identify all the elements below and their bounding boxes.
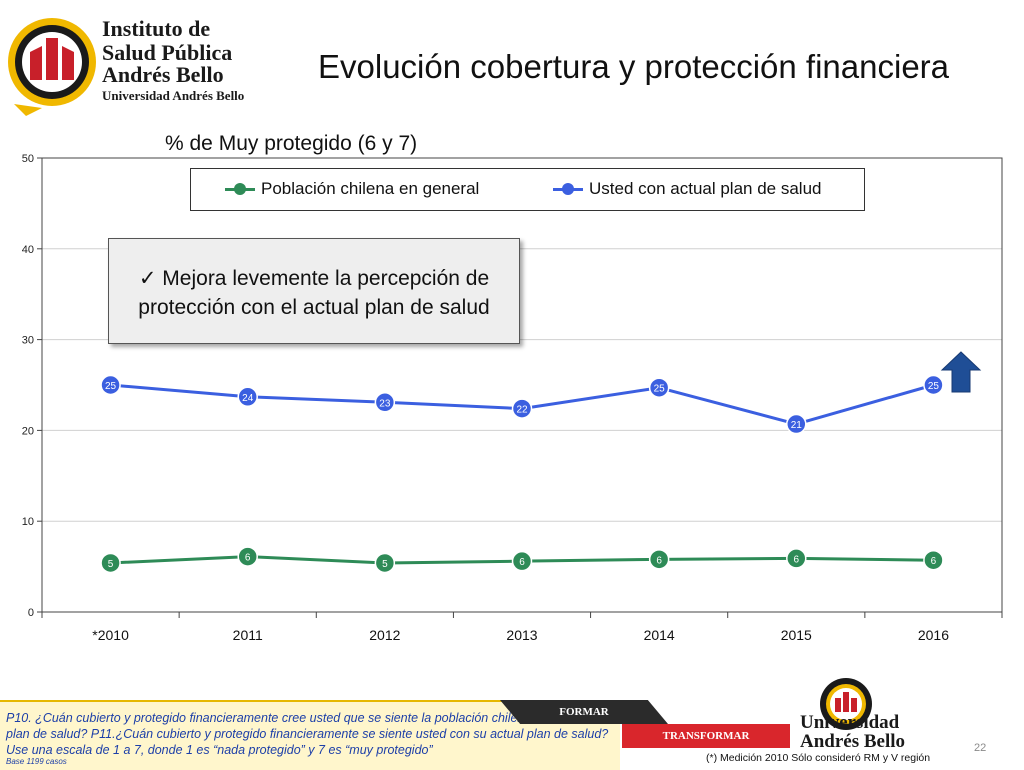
data-point [648,549,670,570]
data-point [511,550,533,572]
legend-label-usted: Usted con actual plan de salud [589,179,822,198]
data-point [648,377,670,398]
footnote: (*) Medición 2010 Sólo consideró RM y V … [706,752,931,764]
y-tick-label: 50 [22,153,34,165]
legend-swatch-blue [553,182,583,196]
data-point [100,374,121,396]
data-label: 25 [654,384,666,395]
x-tick-label: 2016 [918,627,949,643]
page-number: 22 [974,742,987,754]
data-label: 6 [519,557,525,568]
data-label: 21 [791,420,803,431]
footer-base: Base 1199 casos [6,757,67,766]
university-logo-line1: Universidad [800,712,900,733]
legend-label-poblacion: Población chilena en general [261,179,480,198]
data-point [374,552,396,574]
data-label: 6 [245,553,251,564]
formar-banner: FORMAR [500,700,668,724]
y-tick-label: 30 [22,335,34,347]
legend-swatch-green [225,182,255,196]
legend-item-usted: Usted con actual plan de salud [553,179,822,199]
up-arrow-icon [940,351,982,393]
check-icon: ✓ [138,267,157,290]
x-tick-label: 2013 [506,627,537,643]
data-label: 25 [105,381,117,392]
transformar-banner: TRANSFORMAR [622,724,790,748]
y-tick-label: 40 [22,244,34,256]
chart-series: 5 6 5 6 6 6 6 25 24 23 22 25 21 25 [100,374,944,574]
y-tick-label: 20 [22,425,34,437]
university-logo-line2: Andrés Bello [800,731,906,752]
x-tick-label: *2010 [92,627,129,643]
data-label: 5 [382,559,388,570]
logo-ribbon [14,104,42,116]
legend-item-poblacion: Población chilena en general [225,179,479,199]
data-point [923,549,944,571]
footer-question: P10. ¿Cuán cubierto y protegido financie… [6,711,609,757]
plot-frame [41,157,1003,613]
data-label: 6 [656,555,662,566]
data-point [374,392,396,413]
data-point [100,552,121,574]
data-label: 5 [108,559,114,570]
y-tick-label: 0 [28,607,34,619]
logo-bar-left [30,46,42,80]
logo-text-line2: Salud Pública [102,40,233,65]
data-point [511,398,533,419]
x-tick-label: 2015 [781,627,812,643]
chart-title: % de Muy protegido (6 y 7) [165,132,418,155]
y-tick-label: 10 [22,516,34,528]
x-tick-label: 2012 [369,627,400,643]
data-point [786,413,807,435]
university-logo [820,678,872,730]
logo-text-line3: Andrés Bello [102,62,224,87]
logo-bar-mid [46,38,58,80]
insight-callout: ✓ Mejora levemente la percepción de prot… [108,238,520,344]
chart-axes: 0 10 20 30 40 50 *2010 2011 2012 2013 2014 2015 2016 [22,153,1003,643]
line-chart: 0 10 20 30 40 50 *2010 2011 2012 2013 2014 2015 2016… [22,153,1003,643]
chart-legend: Población chilena en general Usted con a… [190,168,865,211]
data-label: 6 [931,556,937,567]
logo-bar-right [62,46,74,80]
data-point [786,548,807,569]
logo-text-line1: Instituto de [102,16,211,41]
logo-text-line4: Universidad Andrés Bello [102,88,245,103]
data-point [237,546,258,567]
data-label: 25 [928,381,940,392]
x-tick-label: 2011 [233,627,263,643]
data-label: 23 [379,398,391,409]
data-point [923,374,944,396]
callout-text: Mejora levemente la percepción de protec… [138,267,490,319]
x-tick-label: 2014 [644,627,675,643]
data-label: 22 [516,405,528,416]
slide-title: Evolución cobertura y protección financi… [318,48,950,85]
institute-logo [8,18,96,116]
data-label: 24 [242,393,254,404]
data-point [237,386,258,408]
data-label: 6 [794,554,800,565]
